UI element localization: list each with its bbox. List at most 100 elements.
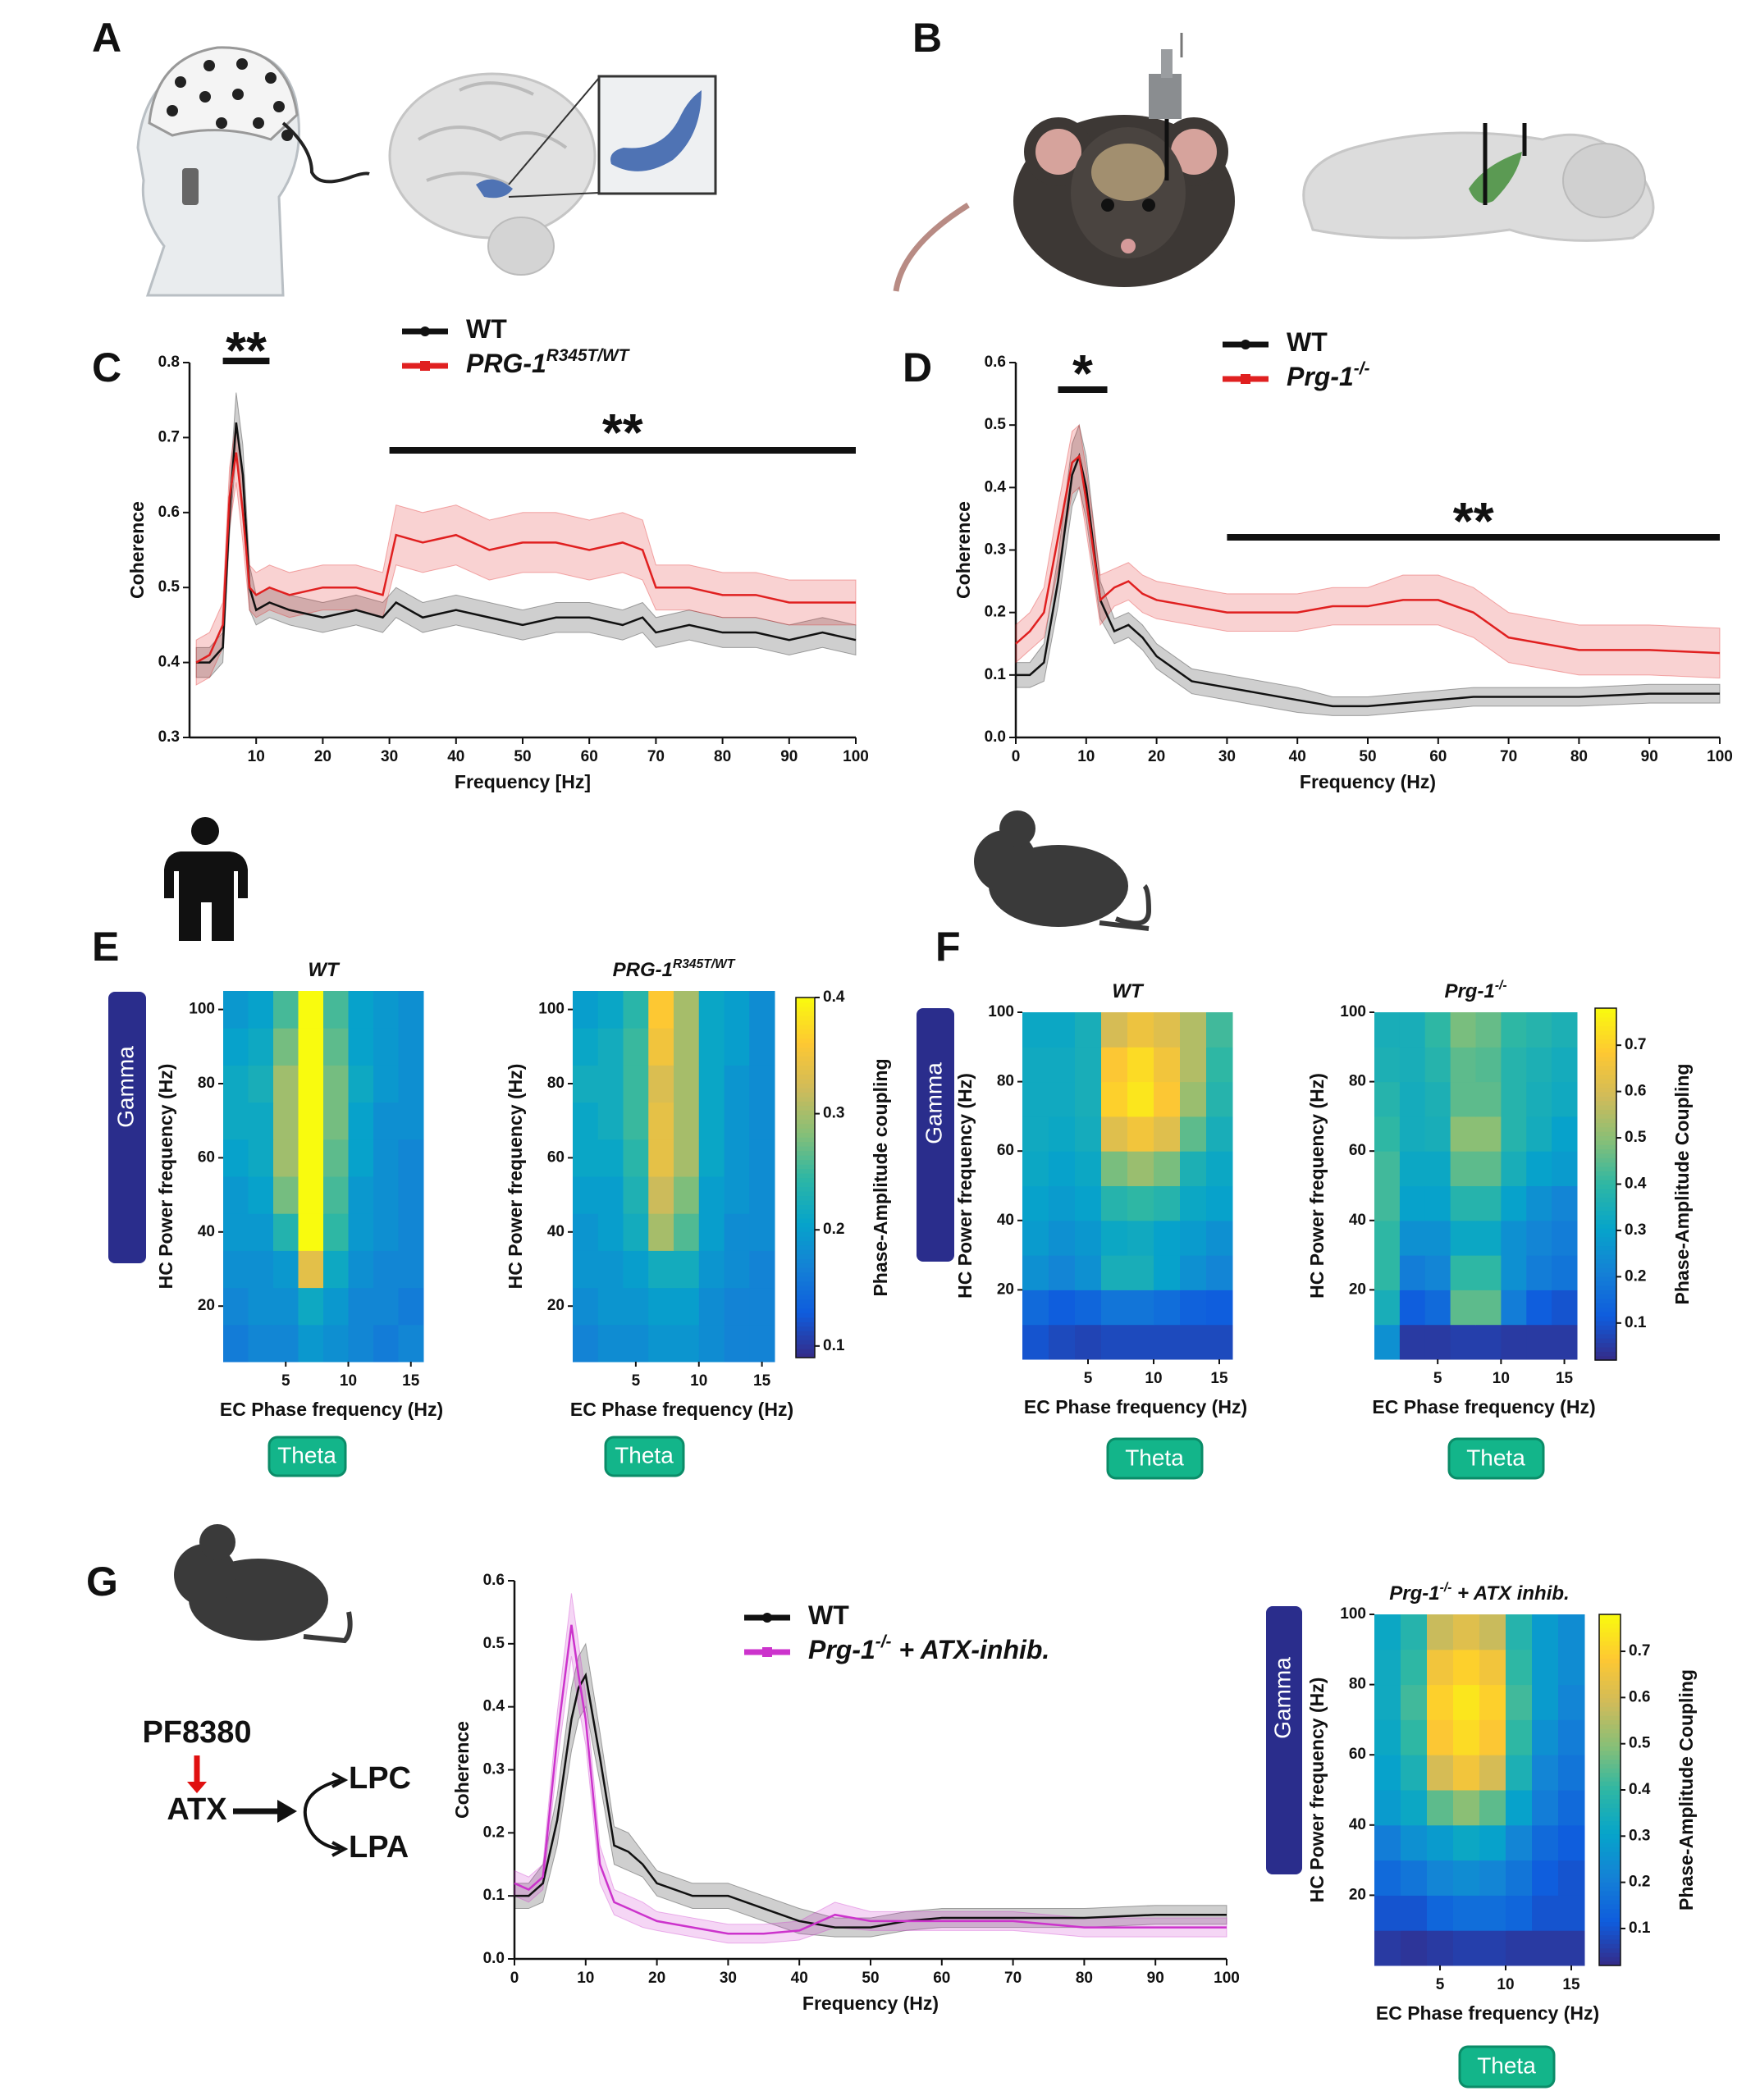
heatmap-cell bbox=[1532, 1614, 1559, 1650]
heatmap-cell bbox=[573, 1028, 599, 1066]
colorbar-strip bbox=[1595, 1267, 1616, 1273]
colorbar-strip bbox=[796, 1290, 815, 1295]
heatmap-cell bbox=[1075, 1220, 1102, 1256]
y-tick-label: 20 bbox=[547, 1297, 565, 1314]
heatmap-cell bbox=[1558, 1895, 1585, 1931]
heatmap-cell bbox=[749, 1139, 775, 1177]
colorbar-tick-label: 0.2 bbox=[1625, 1267, 1646, 1285]
y-tick-label: 0.5 bbox=[985, 416, 1007, 433]
heatmap-cell bbox=[1532, 1860, 1559, 1896]
colorbar-strip bbox=[1599, 1816, 1621, 1822]
colorbar-strip bbox=[1599, 1956, 1621, 1962]
heatmap-cell bbox=[348, 1324, 374, 1363]
x-tick-label: 80 bbox=[1076, 1970, 1093, 1987]
colorbar-strip bbox=[1599, 1654, 1621, 1659]
x-tick-label: 60 bbox=[1429, 748, 1447, 765]
heatmap-cell bbox=[298, 1213, 324, 1251]
x-tick-label: 30 bbox=[720, 1970, 737, 1987]
heatmap-cell bbox=[373, 1287, 399, 1326]
significance-label: ** bbox=[1453, 491, 1494, 550]
colorbar-strip bbox=[1595, 1131, 1616, 1137]
colorbar-strip bbox=[796, 1344, 815, 1349]
x-tick-label: 20 bbox=[1148, 748, 1165, 765]
x-tick-label: 70 bbox=[647, 748, 665, 765]
heatmap-cell bbox=[1552, 1151, 1578, 1186]
colorbar-strip bbox=[1599, 1873, 1621, 1879]
heatmap-cell bbox=[1424, 1012, 1451, 1048]
heatmap-cell bbox=[273, 1102, 299, 1140]
line-chart: 0.0 0.1 0.2 0.3 0.4 0.5 0.6 0 10 20 30 40 50 60 70 80 90… bbox=[953, 327, 1733, 792]
heatmap-cell bbox=[1450, 1081, 1476, 1117]
pathway: PF8380 ATX LPC LPA bbox=[142, 1715, 411, 1865]
colorbar-strip bbox=[1595, 1329, 1616, 1335]
heatmap-cell bbox=[1558, 1614, 1585, 1650]
heatmap-cell bbox=[1450, 1220, 1476, 1256]
colorbar-strip bbox=[1599, 1723, 1621, 1729]
x-tick-label: 100 bbox=[1214, 1970, 1240, 1987]
colorbar-strip bbox=[796, 1267, 815, 1273]
colorbar-tick-label: 0.4 bbox=[823, 988, 845, 1006]
heatmap-cell bbox=[1401, 1684, 1428, 1720]
heatmap-cell bbox=[573, 1176, 599, 1214]
y-tick-label: 40 bbox=[1349, 1212, 1366, 1229]
heatmap-cell bbox=[1401, 1930, 1428, 1966]
colorbar-strip bbox=[796, 1322, 815, 1327]
colorbar-strip bbox=[1595, 1157, 1616, 1163]
badge-text: Gamma bbox=[921, 1062, 946, 1144]
chart-title: Prg-1-/- + ATX inhib. bbox=[1389, 1581, 1569, 1605]
heatmap-cell bbox=[1424, 1185, 1451, 1221]
heatmap-cell bbox=[1526, 1185, 1552, 1221]
heatmap-cell bbox=[1475, 1151, 1502, 1186]
x-tick-label: 20 bbox=[314, 748, 331, 765]
colorbar-tick-label: 0.3 bbox=[1625, 1221, 1646, 1239]
heatmap-cell bbox=[1552, 1220, 1578, 1256]
heatmap-cell bbox=[1101, 1290, 1128, 1326]
heatmap-cell bbox=[1374, 1081, 1401, 1117]
heatmap-cell bbox=[1479, 1684, 1506, 1720]
x-axis-label: EC Phase frequency (Hz) bbox=[570, 1399, 793, 1420]
heatmap-cell bbox=[1450, 1116, 1476, 1152]
colorbar-tick-label: 0.3 bbox=[823, 1105, 844, 1122]
heatmap-cell bbox=[724, 991, 750, 1029]
colorbar-tick-label: 0.5 bbox=[1625, 1129, 1647, 1146]
heatmap-cell bbox=[1453, 1824, 1480, 1861]
heatmap-cell bbox=[1501, 1012, 1527, 1048]
colorbar-strip bbox=[1599, 1658, 1621, 1664]
heatmap-cell bbox=[298, 1139, 324, 1177]
colorbar-strip bbox=[796, 1065, 815, 1071]
colorbar-strip bbox=[1595, 1113, 1616, 1119]
series-line bbox=[514, 1624, 1227, 1935]
heatmap-cell bbox=[623, 991, 649, 1029]
heatmap-cell bbox=[749, 991, 775, 1029]
heatmap-cell bbox=[597, 1139, 624, 1177]
heatmap-cell bbox=[674, 1324, 700, 1363]
y-tick-label: 0.3 bbox=[158, 728, 180, 746]
colorbar-strip bbox=[1599, 1833, 1621, 1839]
colorbar-strip bbox=[796, 1150, 815, 1156]
heatmap-cell bbox=[1399, 1185, 1426, 1221]
panel-label: C bbox=[92, 345, 121, 390]
heatmap-cell bbox=[573, 1324, 599, 1363]
heatmap-cell bbox=[248, 1139, 274, 1177]
colorbar-strip bbox=[1599, 1794, 1621, 1800]
colorbar-tick-label: 0.1 bbox=[1625, 1314, 1647, 1331]
colorbar-strip bbox=[1595, 1294, 1616, 1299]
heatmap-cell bbox=[648, 1065, 674, 1103]
x-tick-label: 90 bbox=[780, 748, 798, 765]
heatmap-cell bbox=[273, 1287, 299, 1326]
colorbar-strip bbox=[1595, 1162, 1616, 1167]
heatmap-cell bbox=[1022, 1290, 1049, 1326]
legend-label-part: Prg-1 bbox=[808, 1635, 875, 1664]
colorbar-strip bbox=[796, 1074, 815, 1080]
heatmap-cell bbox=[1450, 1290, 1476, 1326]
heatmap-cell bbox=[1075, 1012, 1102, 1048]
heatmap-cell bbox=[1374, 1185, 1401, 1221]
heatmap-cell bbox=[348, 1176, 374, 1214]
heatmap-cell bbox=[698, 1250, 725, 1289]
heatmap-cell bbox=[1526, 1081, 1552, 1117]
heatmap-cell bbox=[1206, 1324, 1233, 1360]
heatmap-cell bbox=[1154, 1012, 1181, 1048]
chart-title-superscript: R345T/WT bbox=[673, 957, 736, 971]
heatmap-cell bbox=[698, 1287, 725, 1326]
pathway-label: LPC bbox=[349, 1761, 411, 1796]
